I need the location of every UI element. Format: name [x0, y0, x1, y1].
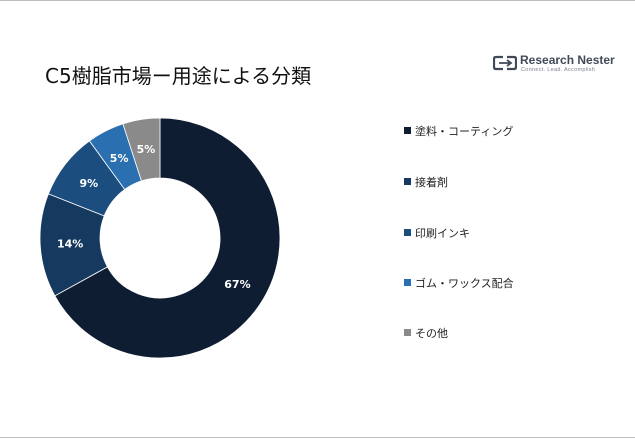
slice-value-label-3: 9%	[80, 177, 99, 190]
legend-label: その他	[415, 327, 448, 340]
brand-logo: Research Nester Connect. Lead. Accomplis…	[493, 52, 615, 76]
legend-label: 接着剤	[415, 176, 448, 189]
legend-label: ゴム・ワックス配合	[415, 277, 514, 290]
top-divider	[0, 0, 635, 1]
legend-label: 印刷インキ	[415, 227, 470, 240]
donut-slice-5	[122, 117, 161, 182]
slice-value-label-5: 5%	[137, 143, 156, 156]
logo-name: Research Nester	[520, 53, 615, 67]
legend-swatch	[404, 329, 411, 336]
legend-label: 塗料・コーティング	[415, 125, 514, 138]
logo-tagline: Connect. Lead. Accomplish	[521, 67, 596, 73]
research-nester-logo-icon	[493, 55, 517, 71]
legend-swatch	[404, 178, 411, 185]
chart-title: C5樹脂市場ー用途による分類	[45, 64, 312, 88]
slice-value-label-4: 5%	[110, 152, 129, 165]
legend-swatch	[404, 229, 411, 236]
donut-slice-1	[54, 117, 281, 359]
slice-value-label-2: 14%	[57, 238, 83, 251]
legend-swatch	[404, 127, 411, 134]
bottom-divider	[0, 437, 635, 438]
legend-swatch	[404, 279, 411, 286]
slice-value-label-1: 67%	[224, 278, 250, 291]
